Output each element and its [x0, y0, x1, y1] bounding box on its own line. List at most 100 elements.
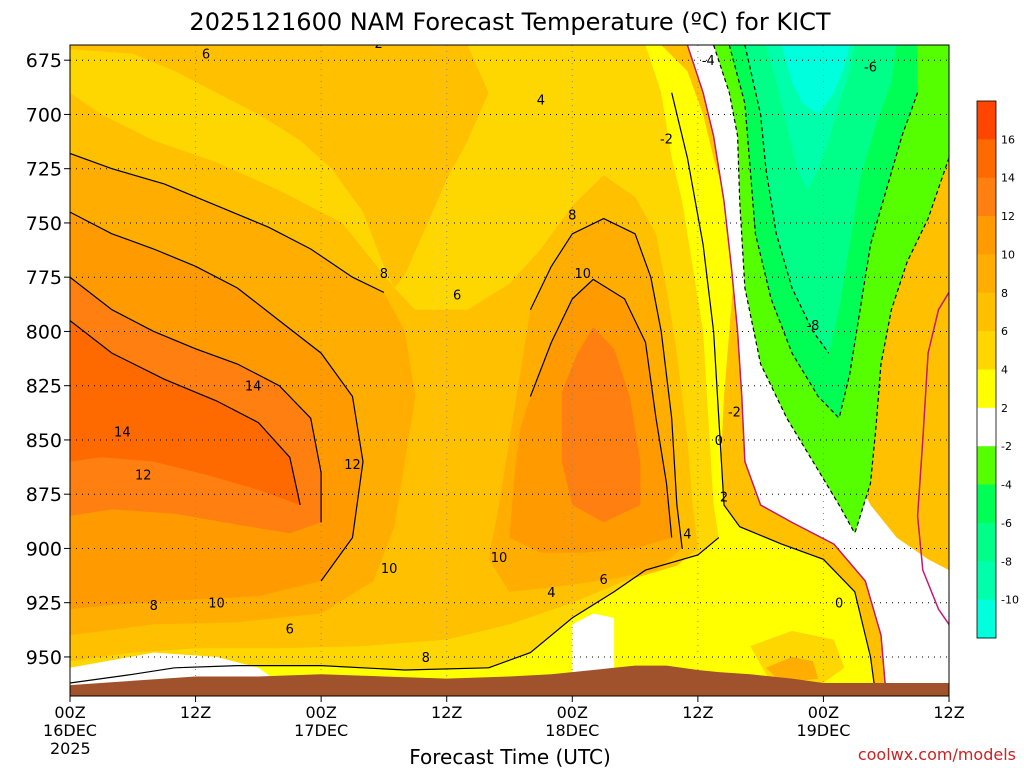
contour-lines — [70, 45, 949, 696]
x-tick-date-label: 16DEC — [43, 721, 97, 740]
y-tick-label: 950 — [26, 647, 62, 669]
temperature-region-ge8 — [765, 656, 819, 683]
colorbar-label: 8 — [1001, 287, 1008, 300]
temperature-region-lt2 — [572, 613, 615, 679]
contour-label: 8 — [422, 651, 430, 666]
contour-label: 10 — [574, 267, 591, 282]
x-tick-label: 00Z — [808, 703, 839, 722]
colorbar-label: 10 — [1001, 248, 1015, 261]
colorbar-swatch — [977, 216, 996, 255]
colorbar-swatch — [977, 292, 996, 332]
contour-label: 14 — [114, 425, 131, 440]
colorbar-label: 4 — [1001, 364, 1008, 377]
contour-label: 0 — [715, 434, 723, 449]
x-tick-label: 12Z — [682, 703, 713, 722]
x-tick-year-label: 2025 — [50, 739, 91, 758]
contour-line — [70, 276, 322, 523]
y-tick-label: 775 — [26, 267, 62, 289]
colorbar-frame — [976, 100, 997, 639]
colorbar-swatch — [977, 369, 996, 409]
contour-line — [70, 320, 301, 506]
contour-label: 6 — [286, 623, 294, 638]
contour-line — [728, 45, 840, 419]
contour-label: 2 — [720, 490, 728, 505]
contour-label: 4 — [683, 527, 691, 542]
contour-label: 2 — [375, 37, 383, 52]
contour-label: 12 — [344, 458, 361, 473]
contour-label: 12 — [135, 469, 152, 484]
x-tick-label: 00Z — [557, 703, 588, 722]
contour-line — [529, 217, 683, 549]
contour-label: 4 — [537, 93, 545, 108]
y-axis: 675 700 725 750 775 800 825 850 875 900 925 950 — [26, 50, 70, 669]
x-tick-label: 12Z — [933, 703, 964, 722]
contour-line — [854, 157, 949, 534]
contour-line — [488, 537, 720, 669]
contour-line — [529, 278, 673, 538]
filled-contour-regions — [70, 45, 949, 696]
chart-title: 2025121600 NAM Forecast Temperature (ºC)… — [189, 8, 830, 36]
temperature-region-ge6 — [70, 45, 489, 288]
contour-line — [686, 45, 887, 696]
plot-frame — [69, 44, 950, 697]
contour-label: -8 — [806, 319, 819, 334]
contour-label: 0 — [835, 597, 843, 612]
y-tick-label: 750 — [26, 213, 62, 235]
colorbar-swatch — [977, 101, 996, 140]
y-tick-label: 850 — [26, 430, 62, 452]
colorbar-swatch — [977, 254, 996, 294]
contour-label: 6 — [453, 289, 461, 304]
y-tick-label: 700 — [26, 104, 62, 126]
colorbar-swatch — [977, 331, 996, 370]
colorbar-swatch — [977, 407, 996, 447]
contour-label: -6 — [864, 61, 877, 76]
x-tick-date-label: 19DEC — [796, 721, 850, 740]
contour-line — [916, 292, 949, 625]
colorbar-label: 14 — [1001, 172, 1015, 185]
colorbar-swatch — [977, 561, 996, 601]
colorbar-swatch — [977, 484, 996, 524]
y-tick-label: 925 — [26, 593, 62, 615]
contour-label: 8 — [150, 599, 158, 614]
contour-label: -2 — [728, 406, 741, 421]
contour-label: 10 — [208, 597, 225, 612]
contour-label: 14 — [245, 380, 262, 395]
contour-label: 4 — [547, 586, 555, 601]
contour-line — [744, 45, 830, 354]
colorbar-label: 12 — [1001, 210, 1015, 223]
contour-label: 10 — [381, 562, 398, 577]
colorbar-swatch — [977, 177, 996, 217]
x-tick-date-label: 18DEC — [545, 721, 599, 740]
contour-line — [70, 152, 385, 293]
colorbar-label: -8 — [1001, 555, 1012, 568]
temperature-region-ge12 — [561, 327, 641, 523]
colorbar-legend: 16 14 12 10 8 6 4 2 -2 -4 -6 -8 -10 — [976, 100, 1019, 639]
colorbar-label: -4 — [1001, 479, 1012, 492]
x-tick-label: 00Z — [54, 703, 85, 722]
x-axis-label: Forecast Time (UTC) — [409, 745, 611, 768]
y-tick-label: 875 — [26, 484, 62, 506]
y-tick-label: 800 — [26, 321, 62, 343]
colorbar-label: -6 — [1001, 517, 1012, 530]
gridlines — [70, 45, 949, 696]
y-tick-label: 675 — [26, 50, 62, 72]
colorbar-swatch — [977, 446, 996, 486]
y-tick-label: 825 — [26, 376, 62, 398]
credit-text: coolwx.com/models — [858, 745, 1016, 764]
terrain-ground — [70, 665, 949, 696]
x-tick-label: 12Z — [180, 703, 211, 722]
colorbar-swatch — [977, 599, 996, 639]
plot-area: 6 2 4 -4 -6 -2 8 8 6 10 -8 14 -2 14 0 12 12 2 4 10 10 6 4 8 10 0 6… — [70, 37, 949, 696]
colorbar-label: 6 — [1001, 325, 1008, 338]
contour-line — [838, 92, 919, 419]
contour-label: -2 — [660, 132, 673, 147]
temperature-region-ge14 — [70, 320, 301, 505]
temperature-region-le-10 — [781, 45, 850, 115]
contour-label: 10 — [491, 551, 508, 566]
y-tick-label: 900 — [26, 538, 62, 560]
x-tick-date-label: 17DEC — [294, 721, 348, 740]
colorbar-swatch — [977, 522, 996, 562]
x-tick-label: 00Z — [305, 703, 336, 722]
